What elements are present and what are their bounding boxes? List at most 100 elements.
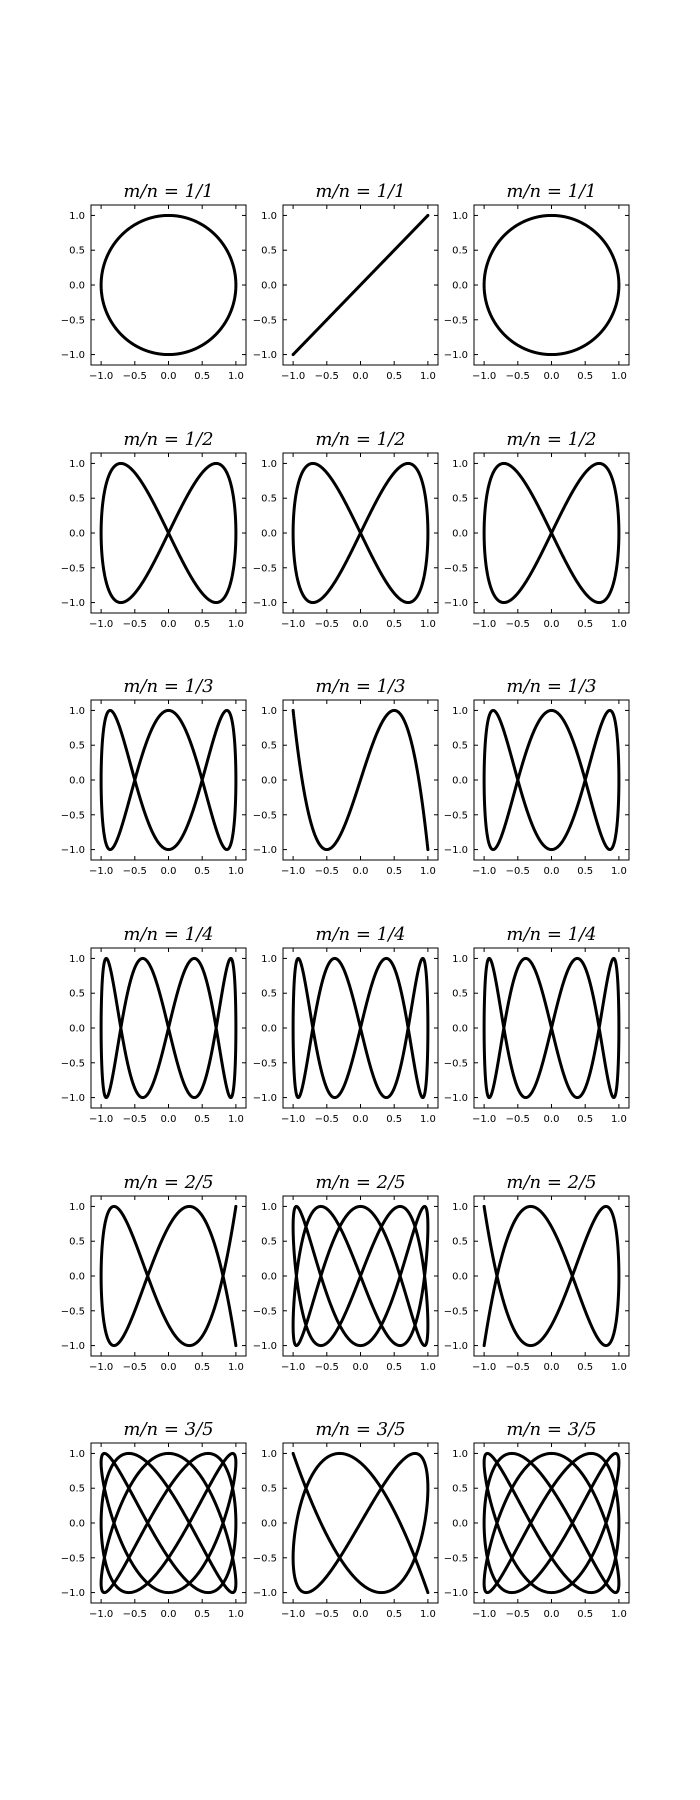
x-tick-label: −1.0	[472, 619, 496, 630]
y-tick-label: −1.0	[253, 598, 277, 609]
y-tick-label: −0.5	[253, 1058, 277, 1069]
x-tick-label: −1.0	[281, 1609, 305, 1620]
subplot-title: m/n = 3/5	[315, 1419, 405, 1440]
x-tick-label: −1.0	[281, 619, 305, 630]
x-tick-label: 1.0	[611, 1114, 627, 1125]
lissajous-curve	[291, 213, 430, 357]
x-tick-label: 0.5	[194, 1362, 210, 1373]
subplot-title: m/n = 1/3	[506, 676, 596, 697]
x-tick-label: −0.5	[315, 371, 339, 382]
y-tick-label: 1.0	[452, 954, 468, 965]
y-tick-label: 0.0	[69, 1519, 85, 1530]
x-tick-label: 1.0	[228, 619, 244, 630]
y-tick-label: 1.0	[261, 1202, 277, 1213]
lissajous-curve	[291, 461, 430, 605]
y-tick-label: 0.5	[69, 494, 85, 505]
subplot-title: m/n = 1/4	[123, 924, 213, 945]
x-tick-label: 1.0	[420, 1609, 436, 1620]
x-tick-label: −0.5	[315, 1114, 339, 1125]
x-tick-label: 0.5	[577, 866, 593, 877]
subplot-3-1: m/n = 1/3−1.0 −0.5 0.0 0.5 1.01.00.50.0−0.5−…	[61, 676, 247, 877]
x-tick-label: 1.0	[228, 1362, 244, 1373]
y-tick-label: 0.0	[69, 281, 85, 292]
subplot-title: m/n = 1/3	[123, 676, 213, 697]
x-tick-label: −0.5	[506, 1114, 530, 1125]
x-tick-label: 0.0	[161, 371, 177, 382]
y-tick-label: 0.5	[261, 246, 277, 257]
x-tick-label: −1.0	[281, 1362, 305, 1373]
y-tick-label: 0.5	[452, 1237, 468, 1248]
x-tick-label: −0.5	[123, 619, 147, 630]
subplot-1-2: m/n = 1/1−1.0 −0.5 0.0 0.5 1.01.00.50.0−0.5−…	[253, 181, 439, 382]
subplot-1-1: m/n = 1/1−1.0 −0.5 0.0 0.5 1.01.00.50.0−0.5−…	[61, 181, 247, 382]
subplot-5-1: m/n = 2/5−1.0 −0.5 0.0 0.5 1.01.00.50.0−0.5−…	[61, 1172, 247, 1373]
x-tick-label: −0.5	[315, 1362, 339, 1373]
y-tick-label: −1.0	[444, 350, 468, 361]
subplot-title: m/n = 1/4	[315, 924, 405, 945]
x-tick-label: −1.0	[89, 866, 113, 877]
x-tick-label: 1.0	[228, 1609, 244, 1620]
y-tick-label: −0.5	[444, 1553, 468, 1564]
subplot-6-2: m/n = 3/5−1.0 −0.5 0.0 0.5 1.01.00.50.0−0.5−…	[253, 1419, 439, 1620]
x-tick-label: 0.5	[577, 371, 593, 382]
subplot-2-1: m/n = 1/2−1.0 −0.5 0.0 0.5 1.01.00.50.0−0.5−…	[61, 429, 247, 630]
x-tick-label: 0.5	[386, 1114, 402, 1125]
y-tick-label: 0.5	[452, 741, 468, 752]
y-tick-label: 0.5	[261, 1484, 277, 1495]
lissajous-curve	[482, 708, 621, 852]
lissajous-curve	[99, 1204, 238, 1348]
y-tick-label: 1.0	[452, 706, 468, 717]
x-tick-label: 0.0	[544, 1362, 560, 1373]
x-tick-label: −0.5	[506, 1362, 530, 1373]
x-tick-label: −0.5	[123, 1362, 147, 1373]
lissajous-curve	[482, 461, 621, 605]
y-tick-label: 0.0	[261, 776, 277, 787]
subplot-4-1: m/n = 1/4−1.0 −0.5 0.0 0.5 1.01.00.50.0−0.5−…	[61, 924, 247, 1125]
y-tick-label: 0.0	[452, 776, 468, 787]
x-tick-label: 0.5	[386, 1609, 402, 1620]
x-tick-label: 0.5	[577, 1114, 593, 1125]
y-tick-label: 0.0	[69, 776, 85, 787]
x-tick-label: −1.0	[89, 371, 113, 382]
y-tick-label: −0.5	[61, 1553, 85, 1564]
x-tick-label: 0.5	[194, 1114, 210, 1125]
subplot-title: m/n = 2/5	[315, 1172, 405, 1193]
subplot-6-3: m/n = 3/5−1.0 −0.5 0.0 0.5 1.01.00.50.0−0.5−…	[444, 1419, 630, 1620]
x-tick-label: −1.0	[472, 371, 496, 382]
lissajous-curve	[99, 1451, 238, 1595]
x-tick-label: 1.0	[420, 1114, 436, 1125]
y-tick-label: −0.5	[253, 810, 277, 821]
y-tick-label: 0.5	[261, 494, 277, 505]
lissajous-curve	[291, 956, 430, 1100]
x-tick-label: −1.0	[89, 1362, 113, 1373]
subplot-title: m/n = 2/5	[123, 1172, 213, 1193]
x-tick-label: −0.5	[506, 1609, 530, 1620]
y-tick-label: −1.0	[444, 845, 468, 856]
y-tick-label: −0.5	[61, 1058, 85, 1069]
y-tick-label: −1.0	[61, 845, 85, 856]
y-tick-label: −1.0	[444, 1093, 468, 1104]
y-tick-label: 1.0	[261, 954, 277, 965]
x-tick-label: 0.5	[194, 619, 210, 630]
x-tick-label: 1.0	[228, 1114, 244, 1125]
y-tick-label: 0.5	[69, 1484, 85, 1495]
y-tick-label: −1.0	[253, 350, 277, 361]
y-tick-label: −1.0	[61, 1093, 85, 1104]
y-tick-label: −0.5	[61, 1306, 85, 1317]
y-tick-label: 0.5	[452, 246, 468, 257]
y-tick-label: 0.5	[261, 741, 277, 752]
y-tick-label: −0.5	[253, 315, 277, 326]
subplot-2-3: m/n = 1/2−1.0 −0.5 0.0 0.5 1.01.00.50.0−0.5−…	[444, 429, 630, 630]
x-tick-label: 0.0	[544, 371, 560, 382]
y-tick-label: 0.5	[452, 989, 468, 1000]
y-tick-label: 0.0	[69, 1272, 85, 1283]
axes-frame	[90, 204, 247, 366]
lissajous-curve	[99, 461, 238, 605]
x-tick-label: 1.0	[611, 1362, 627, 1373]
x-tick-label: 0.5	[577, 1609, 593, 1620]
y-tick-label: −1.0	[253, 1093, 277, 1104]
x-tick-label: 0.0	[544, 1114, 560, 1125]
x-tick-label: 1.0	[420, 619, 436, 630]
y-tick-label: 0.0	[452, 1024, 468, 1035]
